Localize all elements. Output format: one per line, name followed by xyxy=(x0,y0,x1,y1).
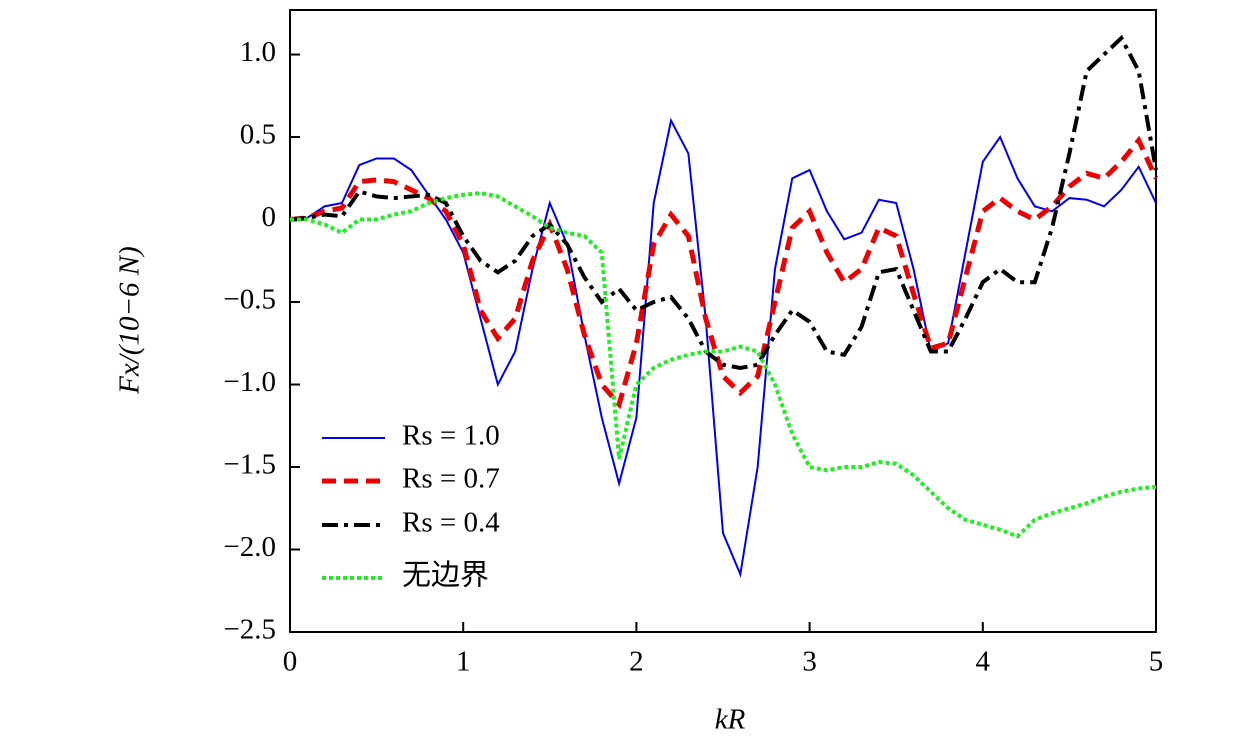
x-tick-label: 1 xyxy=(456,646,471,678)
x-tick-label: 0 xyxy=(283,646,298,678)
legend-label: 无边界 xyxy=(402,560,489,592)
y-tick-label: 0.5 xyxy=(240,119,276,151)
y-tick-label: −2.5 xyxy=(223,614,276,646)
x-tick-label: 2 xyxy=(629,646,644,678)
y-tick-label: 0 xyxy=(262,201,277,233)
y-tick-label: 1.0 xyxy=(240,36,276,68)
x-tick-label: 4 xyxy=(976,646,991,678)
y-tick-label: −1.5 xyxy=(223,449,276,481)
legend-label: Rs = 1.0 xyxy=(402,420,500,452)
x-axis-label: kR xyxy=(715,704,746,736)
y-tick-label: −0.5 xyxy=(223,284,276,316)
y-tick-label: −2.0 xyxy=(223,531,276,563)
x-tick-label: 5 xyxy=(1149,646,1164,678)
y-axis-label: Fx/(10−6 N) xyxy=(114,246,146,395)
y-tick-label: −1.0 xyxy=(223,366,276,398)
legend-label: Rs = 0.4 xyxy=(402,507,500,539)
plot-frame xyxy=(289,9,1157,633)
legend-label: Rs = 0.7 xyxy=(402,463,500,495)
series-line xyxy=(290,191,1157,539)
x-tick-label: 3 xyxy=(802,646,817,678)
series-line xyxy=(289,34,1158,371)
